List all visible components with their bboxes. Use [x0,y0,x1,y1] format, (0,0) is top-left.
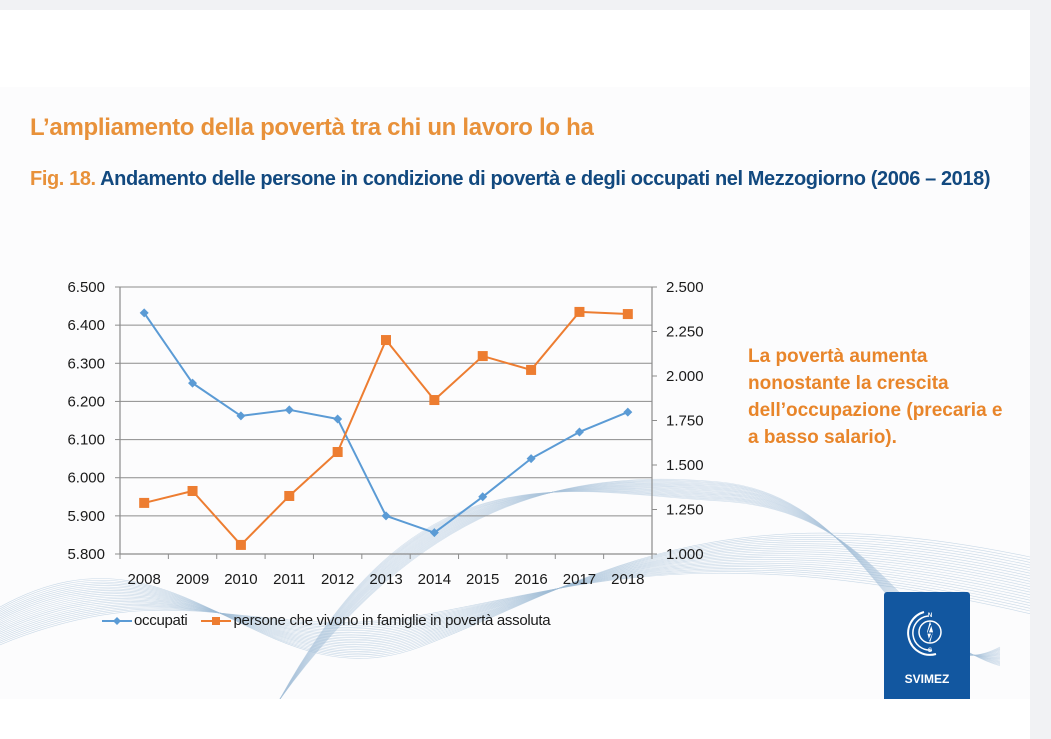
x-tick-label: 2015 [466,571,499,588]
x-tick-label: 2017 [563,571,596,588]
y-right-tick-label: 1.750 [666,413,704,430]
wave-line [0,555,1030,640]
y-right-tick-label: 1.500 [666,457,704,474]
data-point-occupati [623,407,633,417]
data-point-occupati [333,414,343,424]
wave-line [0,561,1030,635]
data-point-poverty [622,309,633,320]
wave-line [0,559,1030,637]
gridlines [120,286,652,517]
series-line-poverty [143,310,628,546]
y-right-tick-label: 1.000 [666,546,704,563]
wave-line [0,535,1030,657]
wave-line [0,568,1030,640]
right-axis-ticks: 1.000 1.250 1.500 1.750 2.000 2.250 2.500 [652,279,704,563]
x-tick-label: 2009 [176,571,209,588]
y-left-tick-label: 6.200 [67,393,105,410]
data-point-poverty [332,447,343,458]
figure-title: Fig. 18. Andamento delle persone in cond… [30,168,1020,190]
compass-icon: N S [907,611,942,656]
svimez-logo: N S SVIMEZ [884,592,970,699]
legend-item-poverty[interactable]: persone che vivono in famiglie in povert… [201,612,551,629]
x-tick-label: 2014 [418,571,451,588]
x-tick-label: 2016 [514,571,547,588]
square-marker-icon [201,616,232,625]
y-right-tick-label: 2.250 [666,324,704,341]
legend-item-occupati[interactable]: occupati [102,612,188,629]
data-point-poverty [477,351,488,362]
y-left-tick-label: 6.500 [67,279,105,296]
wave-line [0,572,1030,646]
data-point-poverty [284,490,295,501]
wave-line [0,566,1030,638]
wave-line [0,547,1030,647]
legend-label: persone che vivono in famiglie in povert… [233,612,551,629]
wave-line [0,569,1030,642]
series-line-occupati [143,312,629,534]
diamond-marker-icon [102,616,132,625]
x-tick-label: 2013 [369,571,402,588]
x-axis-ticks: 2008 2009 2010 2011 2012 2013 2014 2015 2016 2017… [119,554,653,588]
data-point-occupati [284,405,294,415]
x-tick-label: 2011 [273,571,305,588]
wave-line [0,532,1030,659]
data-point-poverty [235,539,246,550]
data-point-poverty [139,497,150,508]
legend-label: occupati [134,612,188,629]
data-point-occupati [236,411,246,421]
wave-line [0,543,1030,651]
y-right-tick-label: 2.000 [666,368,704,385]
y-left-tick-label: 5.800 [67,546,105,563]
svg-text:N: N [928,613,932,619]
y-right-tick-label: 2.500 [666,279,704,296]
logo-text: SVIMEZ [904,672,950,686]
data-point-occupati [381,511,391,521]
wave-line [0,549,1030,645]
data-point-occupati [188,378,198,388]
line-chart: 5.800 5.900 6.000 6.100 6.200 6.300 6.400 6.500… [67,279,704,588]
wave-line [0,571,1030,644]
wave-line [0,537,1030,656]
y-left-tick-label: 5.900 [67,508,105,525]
x-tick-label: 2012 [321,571,354,588]
svg-text:S: S [928,648,932,654]
wave-line [0,564,1030,637]
left-axis-ticks: 5.800 5.900 6.000 6.100 6.200 6.300 6.400 6.500 [67,279,120,563]
wave-line [0,539,1030,654]
figure-title-text: Andamento delle persone in condizione di… [95,168,991,190]
data-point-occupati [526,454,536,464]
y-left-tick-label: 6.000 [67,470,105,487]
data-point-poverty [526,364,537,375]
chart-legend: occupati persone che vivono in famiglie … [102,612,564,629]
annotation-text: La povertà aumenta nonostante la crescit… [748,346,1003,448]
y-right-tick-label: 1.250 [666,502,704,519]
x-tick-label: 2010 [224,571,257,588]
data-point-occupati [139,308,149,318]
data-point-poverty [574,306,585,317]
slide: L’ampliamento della povertà tra chi un l… [0,87,1030,699]
data-point-poverty [429,395,440,406]
figure-number: Fig. 18. [30,168,96,190]
wave-line [0,551,1030,644]
wave-line [0,545,1030,649]
data-point-occupati [429,528,439,538]
series [139,306,633,550]
x-tick-label: 2008 [127,571,160,588]
data-point-occupati [478,492,488,502]
wave-line [0,557,1030,638]
wave-line [0,553,1030,642]
data-point-occupati [574,427,584,437]
y-left-tick-label: 6.400 [67,317,105,334]
y-left-tick-label: 6.100 [67,432,105,449]
x-tick-label: 2018 [611,571,644,588]
y-left-tick-label: 6.300 [67,355,105,372]
data-point-poverty [381,335,391,346]
wave-line [0,541,1030,652]
slide-title: L’ampliamento della povertà tra chi un l… [30,114,594,141]
page: L’ampliamento della povertà tra chi un l… [0,10,1030,739]
wave-line [0,562,1030,635]
data-point-poverty [187,485,198,496]
